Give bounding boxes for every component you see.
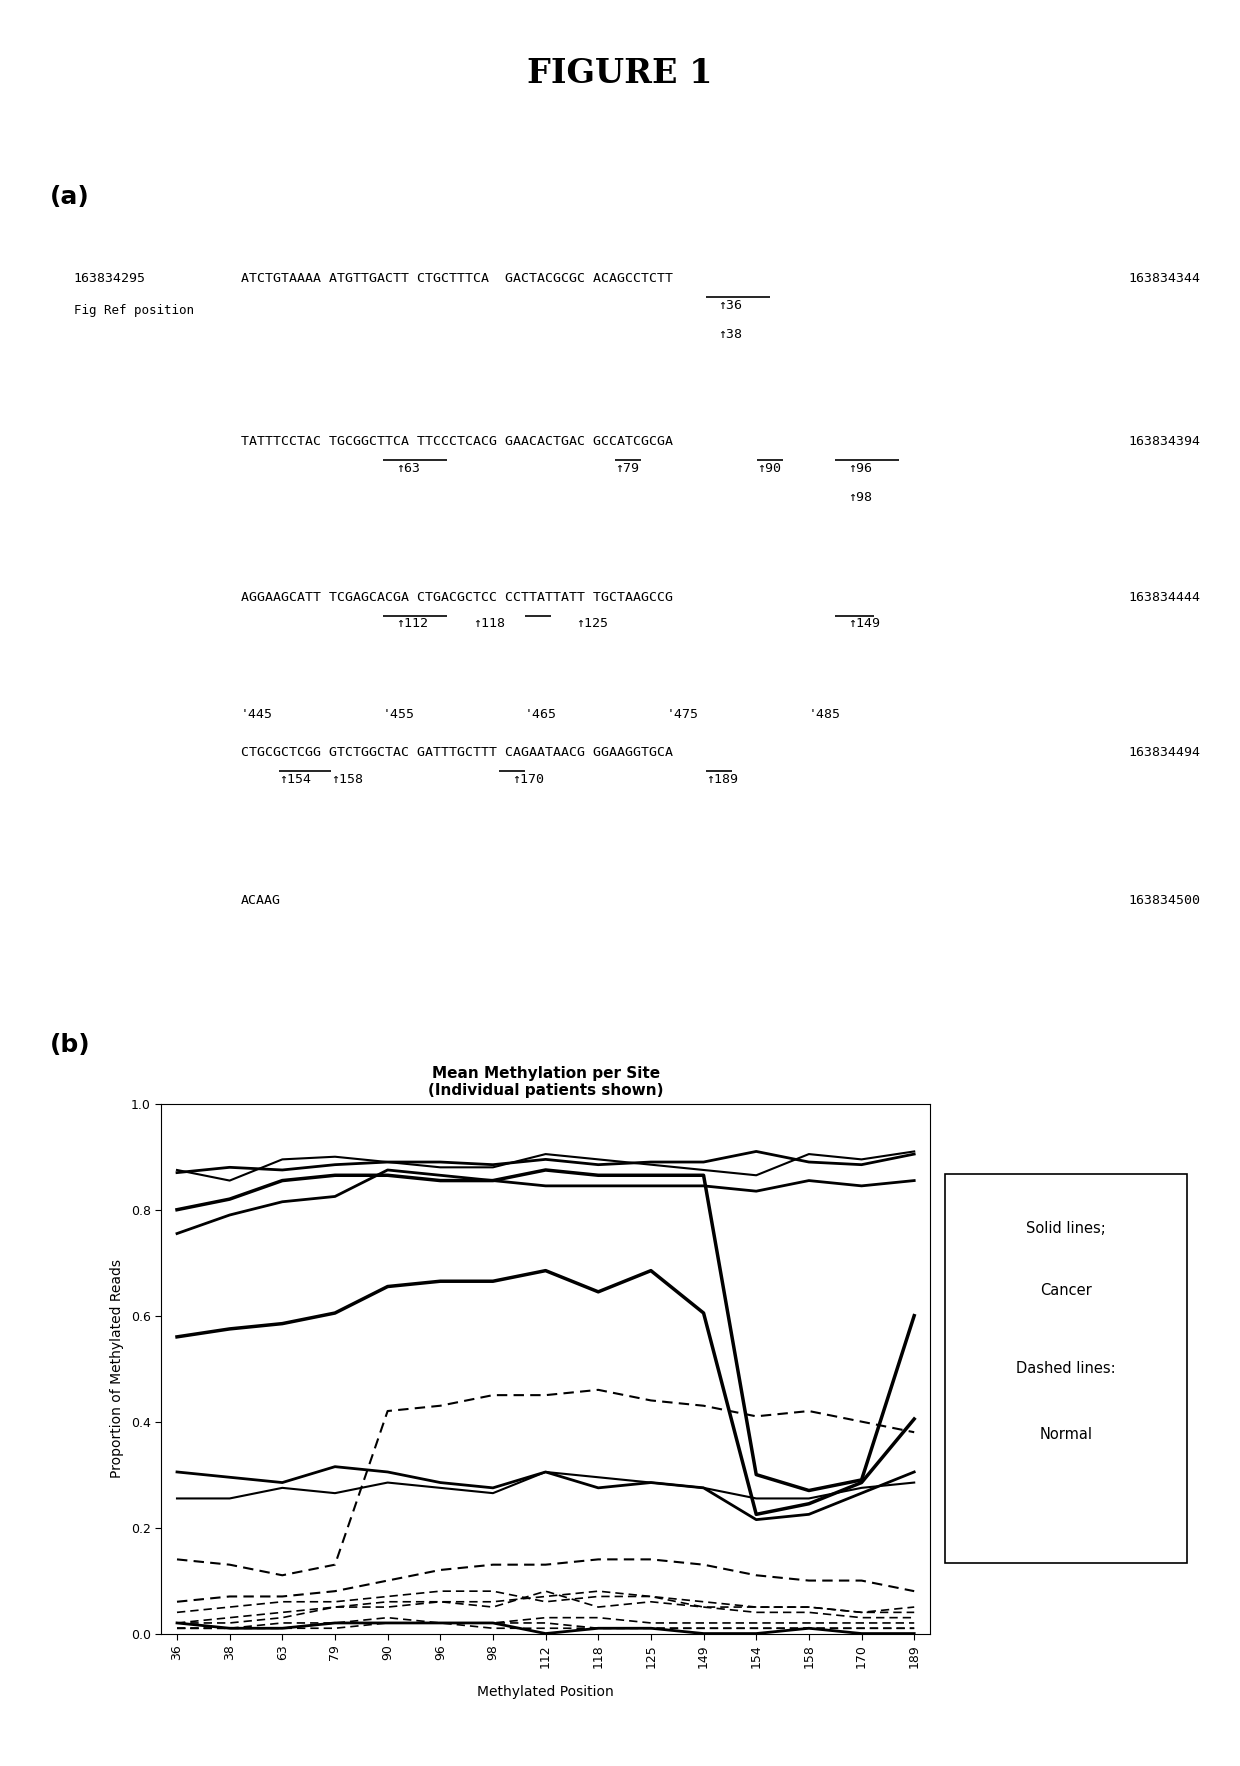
Text: (b): (b) xyxy=(50,1033,91,1058)
Text: '475: '475 xyxy=(667,708,699,721)
X-axis label: Methylated Position: Methylated Position xyxy=(477,1685,614,1699)
Text: 163834295: 163834295 xyxy=(73,272,145,284)
Text: Normal: Normal xyxy=(1039,1427,1092,1441)
Text: ↑38: ↑38 xyxy=(719,328,743,341)
Text: ↑158: ↑158 xyxy=(331,772,363,786)
Text: 163834494: 163834494 xyxy=(1128,745,1200,759)
Text: Fig Ref position: Fig Ref position xyxy=(73,304,193,318)
Text: 163834444: 163834444 xyxy=(1128,590,1200,604)
Title: Mean Methylation per Site
(Individual patients shown): Mean Methylation per Site (Individual pa… xyxy=(428,1067,663,1098)
Text: TATTTCCTAC TGCGGCTTCA TTCCCTCACG GAACACTGAC GCCATCGCGA: TATTTCCTAC TGCGGCTTCA TTCCCTCACG GAACACT… xyxy=(241,434,673,449)
Text: Cancer: Cancer xyxy=(1040,1284,1091,1298)
Y-axis label: Proportion of Methylated Reads: Proportion of Methylated Reads xyxy=(110,1259,124,1478)
Text: ↑125: ↑125 xyxy=(577,616,609,630)
Text: ↑79: ↑79 xyxy=(615,461,640,475)
Text: ↑189: ↑189 xyxy=(706,772,738,786)
Text: Solid lines;: Solid lines; xyxy=(1025,1220,1106,1236)
Text: 163834500: 163834500 xyxy=(1128,894,1200,906)
Text: ↑63: ↑63 xyxy=(396,461,419,475)
Text: ACAAG: ACAAG xyxy=(241,894,280,906)
Text: ↑112: ↑112 xyxy=(396,616,428,630)
Text: CTGCGCTCGG GTCTGGCTAC GATTTGCTTT CAGAATAACG GGAAGGTGCA: CTGCGCTCGG GTCTGGCTAC GATTTGCTTT CAGAATA… xyxy=(241,745,673,759)
Text: FIGURE 1: FIGURE 1 xyxy=(527,57,713,90)
Text: 163834394: 163834394 xyxy=(1128,434,1200,449)
Text: ↑96: ↑96 xyxy=(848,461,872,475)
Text: ↑90: ↑90 xyxy=(758,461,781,475)
Text: ↑118: ↑118 xyxy=(474,616,505,630)
Text: ↑154: ↑154 xyxy=(279,772,311,786)
Text: (a): (a) xyxy=(50,185,89,210)
Text: ↑36: ↑36 xyxy=(719,298,743,311)
Text: '445: '445 xyxy=(241,708,273,721)
Text: ↑170: ↑170 xyxy=(512,772,544,786)
Text: ATCTGTAAAA ATGTTGACTT CTGCTTTCA  GACTACGCGC ACAGCCTCTT: ATCTGTAAAA ATGTTGACTT CTGCTTTCA GACTACGC… xyxy=(241,272,673,284)
Text: ↑98: ↑98 xyxy=(848,491,872,505)
Text: Dashed lines:: Dashed lines: xyxy=(1016,1362,1116,1376)
Text: ↑149: ↑149 xyxy=(848,616,880,630)
Text: AGGAAGCATT TCGAGCACGA CTGACGCTCC CCTTATTATT TGCTAAGCCG: AGGAAGCATT TCGAGCACGA CTGACGCTCC CCTTATT… xyxy=(241,590,673,604)
Text: '485: '485 xyxy=(808,708,841,721)
Text: 163834344: 163834344 xyxy=(1128,272,1200,284)
Text: '465: '465 xyxy=(525,708,557,721)
Text: '455: '455 xyxy=(383,708,415,721)
